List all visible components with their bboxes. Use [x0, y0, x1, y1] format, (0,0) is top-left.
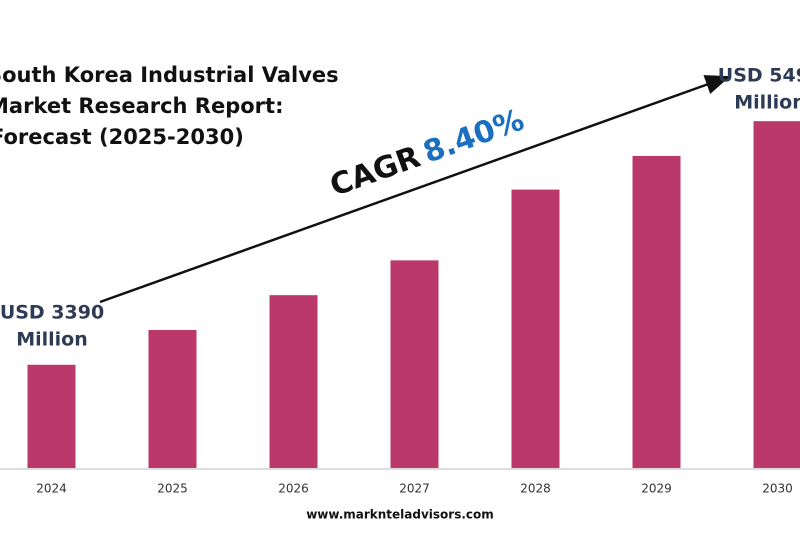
start-label: USD 3390 [0, 302, 104, 324]
x-tick-label: 2029 [641, 482, 672, 496]
bar [632, 155, 681, 468]
x-tick-label: 2026 [278, 482, 309, 496]
chart-title-line: Market Research Report: [0, 94, 283, 118]
bar [753, 121, 800, 468]
x-tick-label: 2028 [520, 482, 551, 496]
cagr-arrow [99, 75, 731, 304]
end-label: USD 5490 [718, 65, 800, 87]
footer: www.marknteladvisors.com [306, 508, 494, 522]
end-label: Million [734, 92, 800, 114]
start-label: Million [16, 329, 88, 351]
bar [269, 295, 318, 468]
x-tick-label: 2025 [157, 482, 188, 496]
chart-title-line: Forecast (2025-2030) [0, 125, 244, 149]
bar [390, 260, 439, 468]
bar [27, 364, 76, 468]
bar [511, 189, 560, 468]
x-tick-label: 2027 [399, 482, 430, 496]
x-tick-label: 2024 [36, 482, 67, 496]
bar [148, 329, 197, 468]
chart-title-line: South Korea Industrial Valves [0, 63, 339, 87]
x-tick-label: 2030 [762, 482, 793, 496]
